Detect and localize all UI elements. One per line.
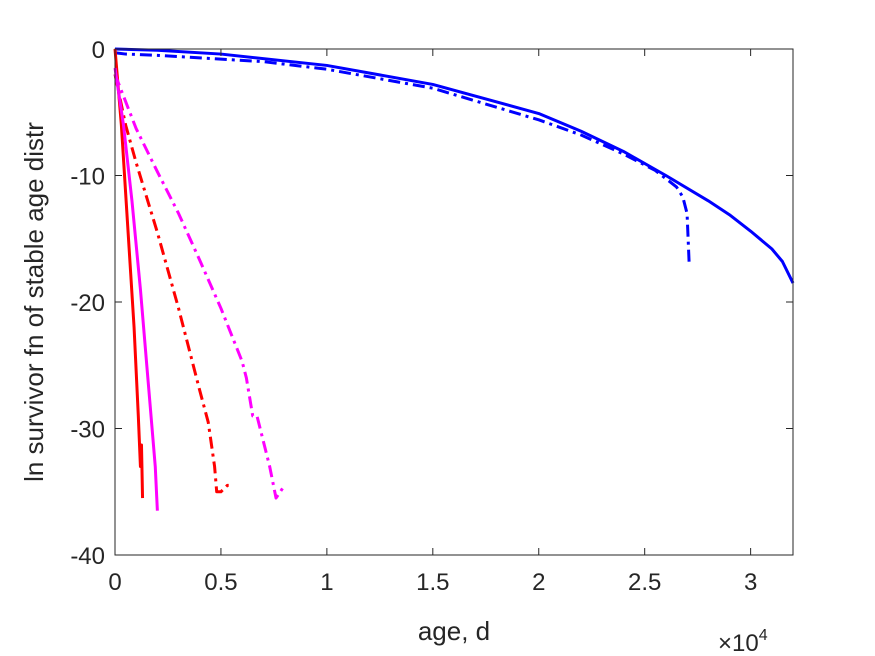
x-tick-label: 0.5 [204,569,237,596]
plot-background [115,49,793,555]
series-line-4 [113,73,232,494]
x-tick-label: 2 [532,569,545,596]
plot-frame [114,48,794,556]
series-line-5 [113,67,159,511]
x-tick-label: 0 [108,569,121,596]
x-tick-label: 3 [744,569,757,596]
series-line-3 [113,48,145,499]
y-tick-label: -20 [70,290,105,317]
series-line-2 [114,51,691,265]
x-tick-label: 2.5 [628,569,661,596]
x-tick-label: 1 [320,569,333,596]
x-exponent-label: ×104 [718,627,768,656]
x-axis-label: age, d [418,616,490,646]
series-line-1 [114,47,795,284]
x-tick-label: 1.5 [416,569,449,596]
x-ticks: 0 0.5 1 1.5 2 2.5 3 [108,49,757,596]
y-tick-label: -40 [70,543,105,570]
series-layer [113,47,795,511]
y-axis-label: ln survivor fn of stable age distr [19,122,49,482]
y-tick-label: -10 [70,164,105,191]
y-tick-label: -30 [70,417,105,444]
y-tick-label: 0 [92,37,105,64]
y-ticks: 0 -10 -20 -30 -40 [70,37,793,570]
